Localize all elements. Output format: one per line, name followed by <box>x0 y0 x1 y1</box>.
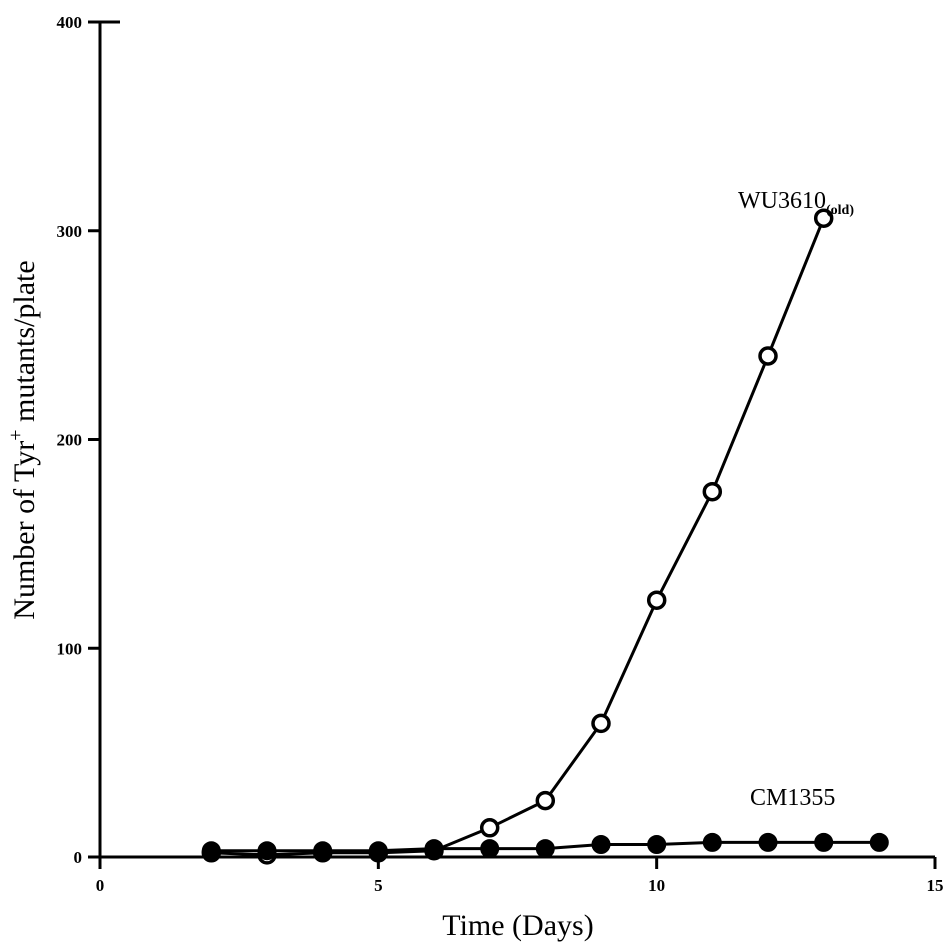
y-axis-title-superscript: + <box>5 429 27 440</box>
series-label-cm1355: CM1355 <box>750 785 835 811</box>
data-point-cm1355 <box>647 835 667 854</box>
series-line-wu3610 <box>211 217 826 857</box>
x-tick-label: 10 <box>648 876 665 895</box>
data-point-cm1355 <box>869 832 889 852</box>
data-point-wu3610 <box>479 818 500 838</box>
data-point-wu3610 <box>758 346 778 366</box>
x-tick-label: 0 <box>96 876 105 895</box>
data-point-cm1355 <box>368 841 388 861</box>
data-point-cm1355 <box>702 832 722 852</box>
data-point-wu3610 <box>646 590 667 610</box>
data-point-cm1355 <box>814 832 834 852</box>
x-axis-title: Time (Days) <box>442 909 593 942</box>
y-axis-title-suffix: mutants/plate <box>8 260 41 429</box>
series-label-wu3610: WU3610(old) <box>738 188 854 218</box>
x-tick-label: 15 <box>927 876 944 895</box>
data-point-wu3610 <box>813 208 834 228</box>
data-point-wu3610 <box>591 713 611 734</box>
x-axis-ticks: 0 5 10 15 <box>96 857 944 895</box>
y-tick-label: 200 <box>57 431 83 450</box>
plot-frame <box>98 20 935 859</box>
y-axis-title-prefix: Number of Tyr <box>8 441 41 620</box>
series-label-wu3610-name: WU3610 <box>738 188 826 214</box>
data-point-cm1355 <box>201 841 221 861</box>
data-point-cm1355 <box>480 839 500 859</box>
y-axis-ticks: 0 100 200 300 400 <box>57 13 100 867</box>
data-point-cm1355 <box>758 832 778 852</box>
data-point-cm1355 <box>424 839 444 859</box>
data-point-cm1355 <box>591 835 611 854</box>
series-label-wu3610-subscript: (old) <box>826 203 854 218</box>
series-layer <box>201 208 889 865</box>
data-point-wu3610 <box>535 790 556 811</box>
y-tick-label: 0 <box>74 848 83 867</box>
data-point-cm1355 <box>535 839 555 859</box>
x-tick-label: 5 <box>374 876 383 895</box>
data-point-cm1355 <box>313 841 333 861</box>
y-tick-label: 400 <box>57 13 83 32</box>
data-point-cm1355 <box>257 841 277 861</box>
y-axis-title: Number of Tyr+ mutants/plate <box>5 260 41 619</box>
y-tick-label: 100 <box>57 639 83 658</box>
data-point-wu3610 <box>702 481 723 502</box>
y-tick-label: 300 <box>57 222 83 241</box>
